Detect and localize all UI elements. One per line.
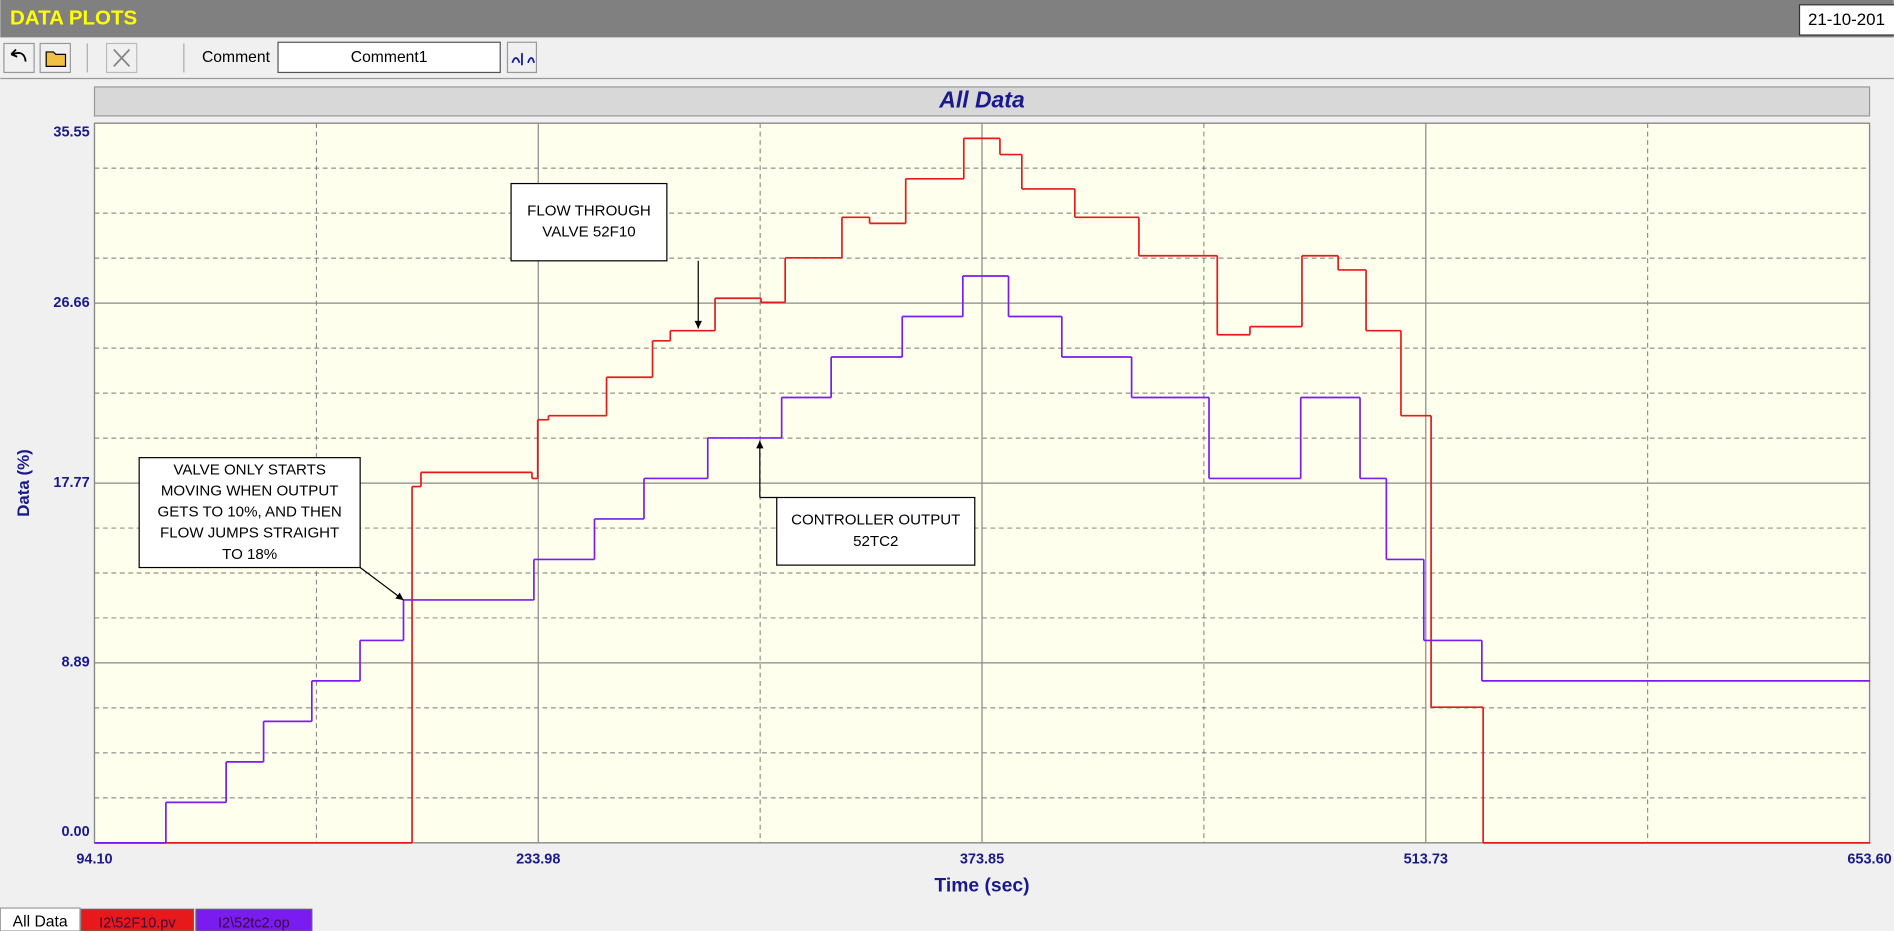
annotation-text: GETS TO 10%, AND THEN: [157, 504, 341, 521]
arrow-head: [395, 592, 404, 601]
open-icon: [45, 51, 67, 68]
series-tab-label: I2\52tc2.op: [218, 916, 290, 931]
window-title: DATA PLOTS: [10, 7, 137, 30]
x-tick-label: 373.85: [960, 852, 1004, 868]
title-bar: [0, 0, 1894, 38]
y-tick-label: 35.55: [53, 125, 89, 141]
x-tick-label: 233.98: [516, 852, 560, 868]
comment-input[interactable]: [277, 41, 501, 74]
undo-icon: [10, 48, 27, 62]
x-tick-label: 513.73: [1404, 852, 1448, 868]
chart-title: All Data: [938, 86, 1025, 112]
font-icon: [511, 53, 535, 66]
annotation-box: [776, 496, 976, 566]
y-tick-label: 17.77: [53, 475, 89, 491]
annotation-text: FLOW JUMPS STRAIGHT: [160, 525, 339, 542]
series-tab[interactable]: [195, 908, 313, 931]
annotation-text: TO 18%: [222, 546, 277, 563]
arrow-head: [694, 320, 702, 329]
annotation-text: VALVE ONLY STARTS: [173, 461, 326, 478]
annotation-text: VALVE 52F10: [542, 224, 635, 241]
y-tick-label: 26.66: [53, 295, 89, 311]
comment-value: Comment1: [351, 49, 428, 66]
series-tab-label: I2\52F10.pv: [99, 916, 176, 931]
annotation-text: FLOW THROUGH: [527, 203, 651, 220]
comment-label: Comment: [202, 49, 271, 66]
y-axis-label: Data (%): [14, 449, 33, 517]
date-box: [1798, 4, 1894, 36]
y-tick-label: 0.00: [61, 824, 89, 840]
y-tick-label: 8.89: [61, 655, 89, 671]
tab-label: All Data: [13, 914, 68, 931]
arrow-head: [756, 440, 764, 449]
annotation-text: 52TC2: [853, 533, 898, 550]
x-axis-label: Time (sec): [934, 875, 1029, 896]
undo-button[interactable]: [3, 42, 35, 74]
annotation-text: CONTROLLER OUTPUT: [791, 512, 960, 529]
x-tick-label: 653.60: [1847, 852, 1891, 868]
annotation-arrow: [359, 567, 404, 601]
annotation-box: [138, 457, 361, 569]
tab[interactable]: [0, 907, 81, 931]
annotation-text: MOVING WHEN OUTPUT: [161, 482, 339, 499]
annotation-box: [510, 182, 668, 262]
x-tick-label: 94.10: [76, 852, 112, 868]
chart-title-bar: [93, 86, 1871, 117]
delete-icon: [113, 48, 131, 68]
date: 21-10-201: [1808, 10, 1885, 29]
series-tab[interactable]: [80, 908, 195, 931]
tab-bar: [0, 905, 1894, 931]
